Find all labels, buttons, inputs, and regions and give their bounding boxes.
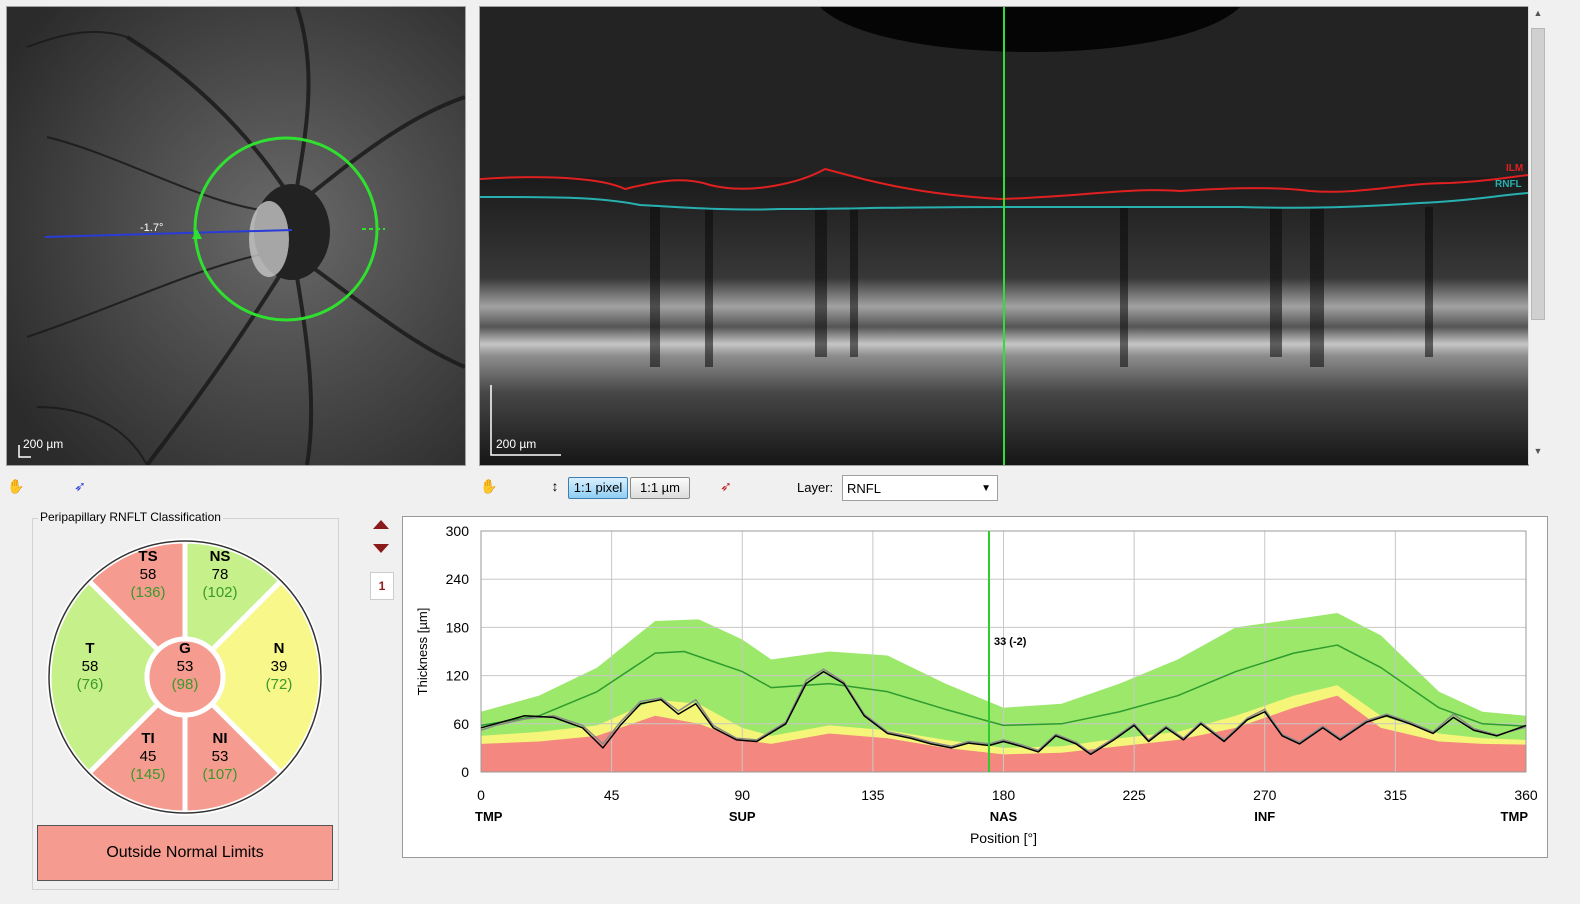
angle-label: -1.7° (140, 222, 163, 234)
pointer-icon[interactable]: ➶ (720, 477, 732, 494)
x-tick-label: 315 (1384, 787, 1408, 803)
sector-label: G (179, 640, 191, 657)
ilm-line (480, 167, 1528, 201)
scan-start-marker (192, 229, 202, 239)
arrow-down-icon[interactable] (373, 544, 389, 553)
page-number-badge[interactable]: 1 (370, 572, 394, 600)
ilm-tag: ILM (1506, 163, 1523, 174)
fundus-image-panel[interactable]: -1.7° 200 µm (6, 6, 466, 466)
y-tick-label: 300 (446, 523, 470, 539)
sector-chart: TS58(136)NS78(102)N39(72)NI53(107)TI45(1… (46, 538, 324, 816)
retinal-vessels (26, 7, 465, 465)
sector-label: N (274, 640, 285, 657)
pointer-icon[interactable]: ➶ (74, 477, 86, 494)
sector-axis-label: NAS (990, 809, 1018, 824)
sector-reference: (107) (202, 766, 237, 783)
bscan-panel[interactable]: ILM RNFL 200 µm (479, 6, 1529, 466)
bscan-image: ILM RNFL (480, 7, 1528, 465)
resize-vertical-icon[interactable]: ↕ (551, 478, 559, 494)
bscan-scrollbar[interactable]: ▲ ▼ (1528, 6, 1547, 464)
sector-reference: (102) (202, 584, 237, 601)
x-tick-label: 90 (734, 787, 750, 803)
sector-axis-label: TMP (1501, 809, 1529, 824)
x-tick-label: 135 (861, 787, 885, 803)
plot-frame (480, 530, 1527, 773)
sector-value: 53 (177, 658, 194, 675)
scale-bar (18, 445, 31, 458)
y-tick-label: 180 (446, 619, 470, 635)
bscan-scale-label: 200 µm (496, 437, 537, 451)
measured-line-secondary (480, 668, 1527, 754)
fundus-scale-label: 200 µm (23, 437, 64, 451)
y-tick-label: 60 (453, 716, 469, 732)
sector-value: 58 (82, 658, 99, 675)
x-tick-label: 45 (604, 787, 620, 803)
sector-label: TI (141, 730, 154, 747)
sector-label: NI (213, 730, 228, 747)
sector-axis-label: INF (1254, 809, 1275, 824)
sector-value: 53 (212, 748, 229, 765)
sector-label: T (85, 640, 94, 657)
cursor-value-label: 33 (-2) (994, 636, 1027, 648)
pixel-scale-button[interactable]: 1:1 pixel (568, 477, 628, 499)
sector-value: 58 (140, 566, 157, 583)
sector-value: 39 (271, 658, 288, 675)
x-tick-label: 225 (1122, 787, 1146, 803)
x-tick-label: 180 (992, 787, 1016, 803)
sector-axis-label: SUP (729, 809, 756, 824)
thickness-chart[interactable]: 0 45 90 135 180 225 270 315 360 0 60 120 180 240 300 33… (402, 516, 1546, 856)
sector-reference: (136) (130, 584, 165, 601)
scroll-up-arrow[interactable]: ▲ (1533, 8, 1543, 18)
rnfl-tag: RNFL (1495, 179, 1522, 190)
measured-line (480, 670, 1527, 756)
normal-mean-line (480, 644, 1527, 727)
arrow-up-icon[interactable] (373, 520, 389, 529)
rnfl-line (480, 192, 1528, 211)
micron-scale-button[interactable]: 1:1 µm (630, 477, 690, 499)
x-tick-label: 270 (1253, 787, 1277, 803)
sector-reference: (72) (266, 676, 293, 693)
scroll-thumb[interactable] (1531, 28, 1545, 320)
bscan-scale-bar (490, 385, 561, 456)
sector-label: TS (138, 548, 157, 565)
x-axis-title: Position [°] (970, 830, 1037, 846)
scan-line[interactable] (44, 229, 293, 238)
classification-title: Peripapillary RNFLT Classification (38, 510, 223, 524)
x-tick-label: 0 (477, 787, 485, 803)
chevron-down-icon: ▼ (981, 483, 991, 494)
sector-value: 45 (140, 748, 157, 765)
sector-reference: (98) (172, 676, 199, 693)
hand-icon[interactable]: ✋ (480, 477, 498, 494)
layer-label: Layer: (797, 480, 834, 495)
y-tick-label: 240 (446, 571, 470, 587)
y-tick-label: 0 (461, 764, 469, 780)
sector-reference: (76) (77, 676, 104, 693)
y-axis-title: Thickness [µm] (415, 608, 430, 696)
hand-icon[interactable]: ✋ (7, 477, 25, 494)
sector-axis-label: TMP (475, 809, 503, 824)
sector-label: NS (210, 548, 231, 565)
fundus-image: -1.7° (7, 7, 465, 465)
sector-value: 78 (212, 566, 229, 583)
layer-select[interactable]: RNFL ▼ (842, 475, 998, 501)
scroll-down-arrow[interactable]: ▼ (1533, 446, 1543, 456)
sector-outline (48, 540, 322, 814)
y-tick-label: 120 (446, 668, 470, 684)
classification-status: Outside Normal Limits (37, 825, 333, 881)
sector-reference: (145) (130, 766, 165, 783)
sector-g (144, 636, 226, 718)
layer-select-value: RNFL (847, 481, 881, 496)
x-tick-label: 360 (1514, 787, 1538, 803)
